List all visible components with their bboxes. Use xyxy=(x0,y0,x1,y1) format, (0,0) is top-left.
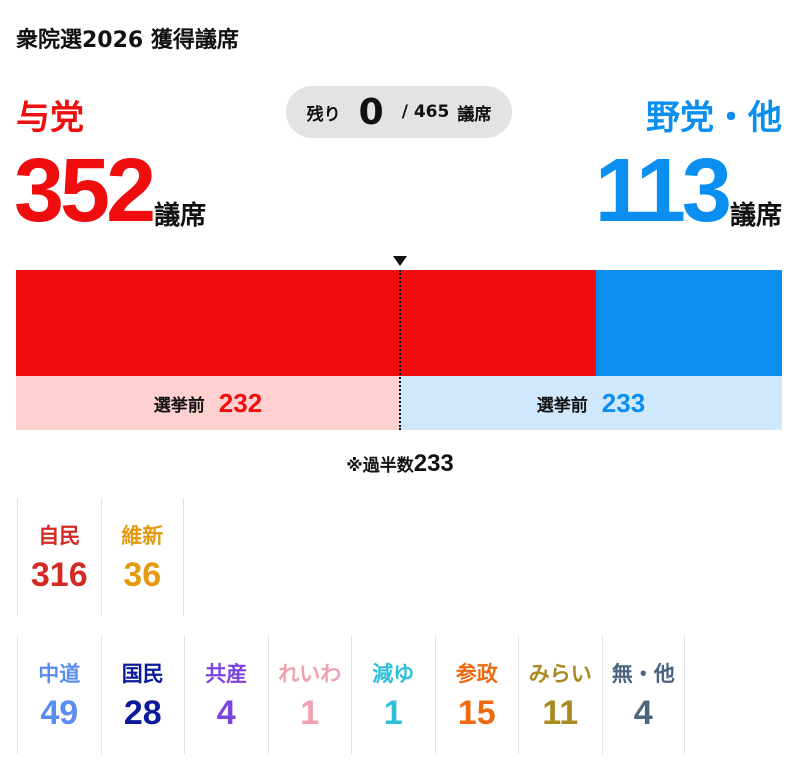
party-row-ruling: 自民 316 維新 36 xyxy=(17,498,184,616)
remaining-label: 残り xyxy=(306,104,341,125)
party-name: みらい xyxy=(528,661,592,686)
ruling-seats-unit: 議席 xyxy=(154,201,207,231)
party-cell: 無・他 4 xyxy=(601,636,685,754)
party-name: 国民 xyxy=(121,661,164,686)
party-cell: 中道 49 xyxy=(17,636,101,754)
ruling-label: 与党 xyxy=(16,98,84,138)
party-seats: 1 xyxy=(383,693,403,732)
majority-note: ※過半数233 xyxy=(0,450,800,478)
opposition-bar-segment xyxy=(595,270,782,376)
ruling-bar-segment xyxy=(16,270,596,376)
party-row-opposition: 中道 49 国民 28 共産 4 れいわ 1 減ゆ 1 参政 15 みらい 11 無・他 4 xyxy=(17,636,685,754)
party-name: 減ゆ xyxy=(372,661,415,686)
opposition-seats-unit: 議席 xyxy=(729,201,782,231)
opposition-seats: 113 議席 xyxy=(594,141,782,241)
seat-bar xyxy=(16,270,782,376)
party-seats: 49 xyxy=(40,693,79,732)
party-name: 中道 xyxy=(38,661,81,686)
pre-election-value: 232 xyxy=(218,387,263,418)
party-seats: 36 xyxy=(123,555,162,594)
party-cell: 国民 28 xyxy=(100,636,185,754)
party-cell: みらい 11 xyxy=(518,636,602,754)
party-name: 共産 xyxy=(205,661,248,686)
remaining-total: / 465 xyxy=(401,102,450,122)
party-cell: 自民 316 xyxy=(17,498,101,616)
ruling-seats-value: 352 xyxy=(14,141,156,241)
pre-election-value: 233 xyxy=(601,387,646,418)
majority-label: ※過半数 xyxy=(346,456,414,476)
party-seats: 4 xyxy=(216,693,236,732)
party-seats: 15 xyxy=(457,693,496,732)
remaining-unit: 議席 xyxy=(457,104,492,125)
pre-election-label: 選挙前 xyxy=(536,395,588,416)
party-seats: 28 xyxy=(123,693,162,732)
majority-line xyxy=(399,270,401,430)
party-name: れいわ xyxy=(278,661,342,686)
majority-marker-icon xyxy=(393,256,407,266)
party-name: 無・他 xyxy=(611,661,675,686)
majority-value: 233 xyxy=(413,450,454,477)
party-seats: 11 xyxy=(542,693,579,732)
party-cell: 参政 15 xyxy=(434,636,519,754)
party-cell: 共産 4 xyxy=(184,636,268,754)
remaining-value: 0 xyxy=(358,91,384,133)
opposition-pre-election: 選挙前 233 xyxy=(400,376,782,430)
opposition-seats-value: 113 xyxy=(594,141,732,241)
pre-election-bar: 選挙前 232 選挙前 233 xyxy=(16,376,782,430)
pre-election-label: 選挙前 xyxy=(153,395,205,416)
party-cell: れいわ 1 xyxy=(267,636,352,754)
party-seats: 4 xyxy=(633,693,653,732)
page-title: 衆院選2026 獲得議席 xyxy=(16,28,239,53)
ruling-pre-election: 選挙前 232 xyxy=(16,376,400,430)
party-cell: 減ゆ 1 xyxy=(351,636,435,754)
remaining-pill: 残り 0 / 465 議席 xyxy=(286,86,512,138)
ruling-seats: 352 議席 xyxy=(14,141,207,241)
party-name: 維新 xyxy=(121,523,164,548)
party-name: 参政 xyxy=(455,661,498,686)
party-seats: 316 xyxy=(30,555,88,594)
opposition-label: 野党・他 xyxy=(646,98,782,138)
party-name: 自民 xyxy=(38,523,81,548)
party-cell: 維新 36 xyxy=(100,498,184,616)
party-seats: 1 xyxy=(300,693,320,732)
